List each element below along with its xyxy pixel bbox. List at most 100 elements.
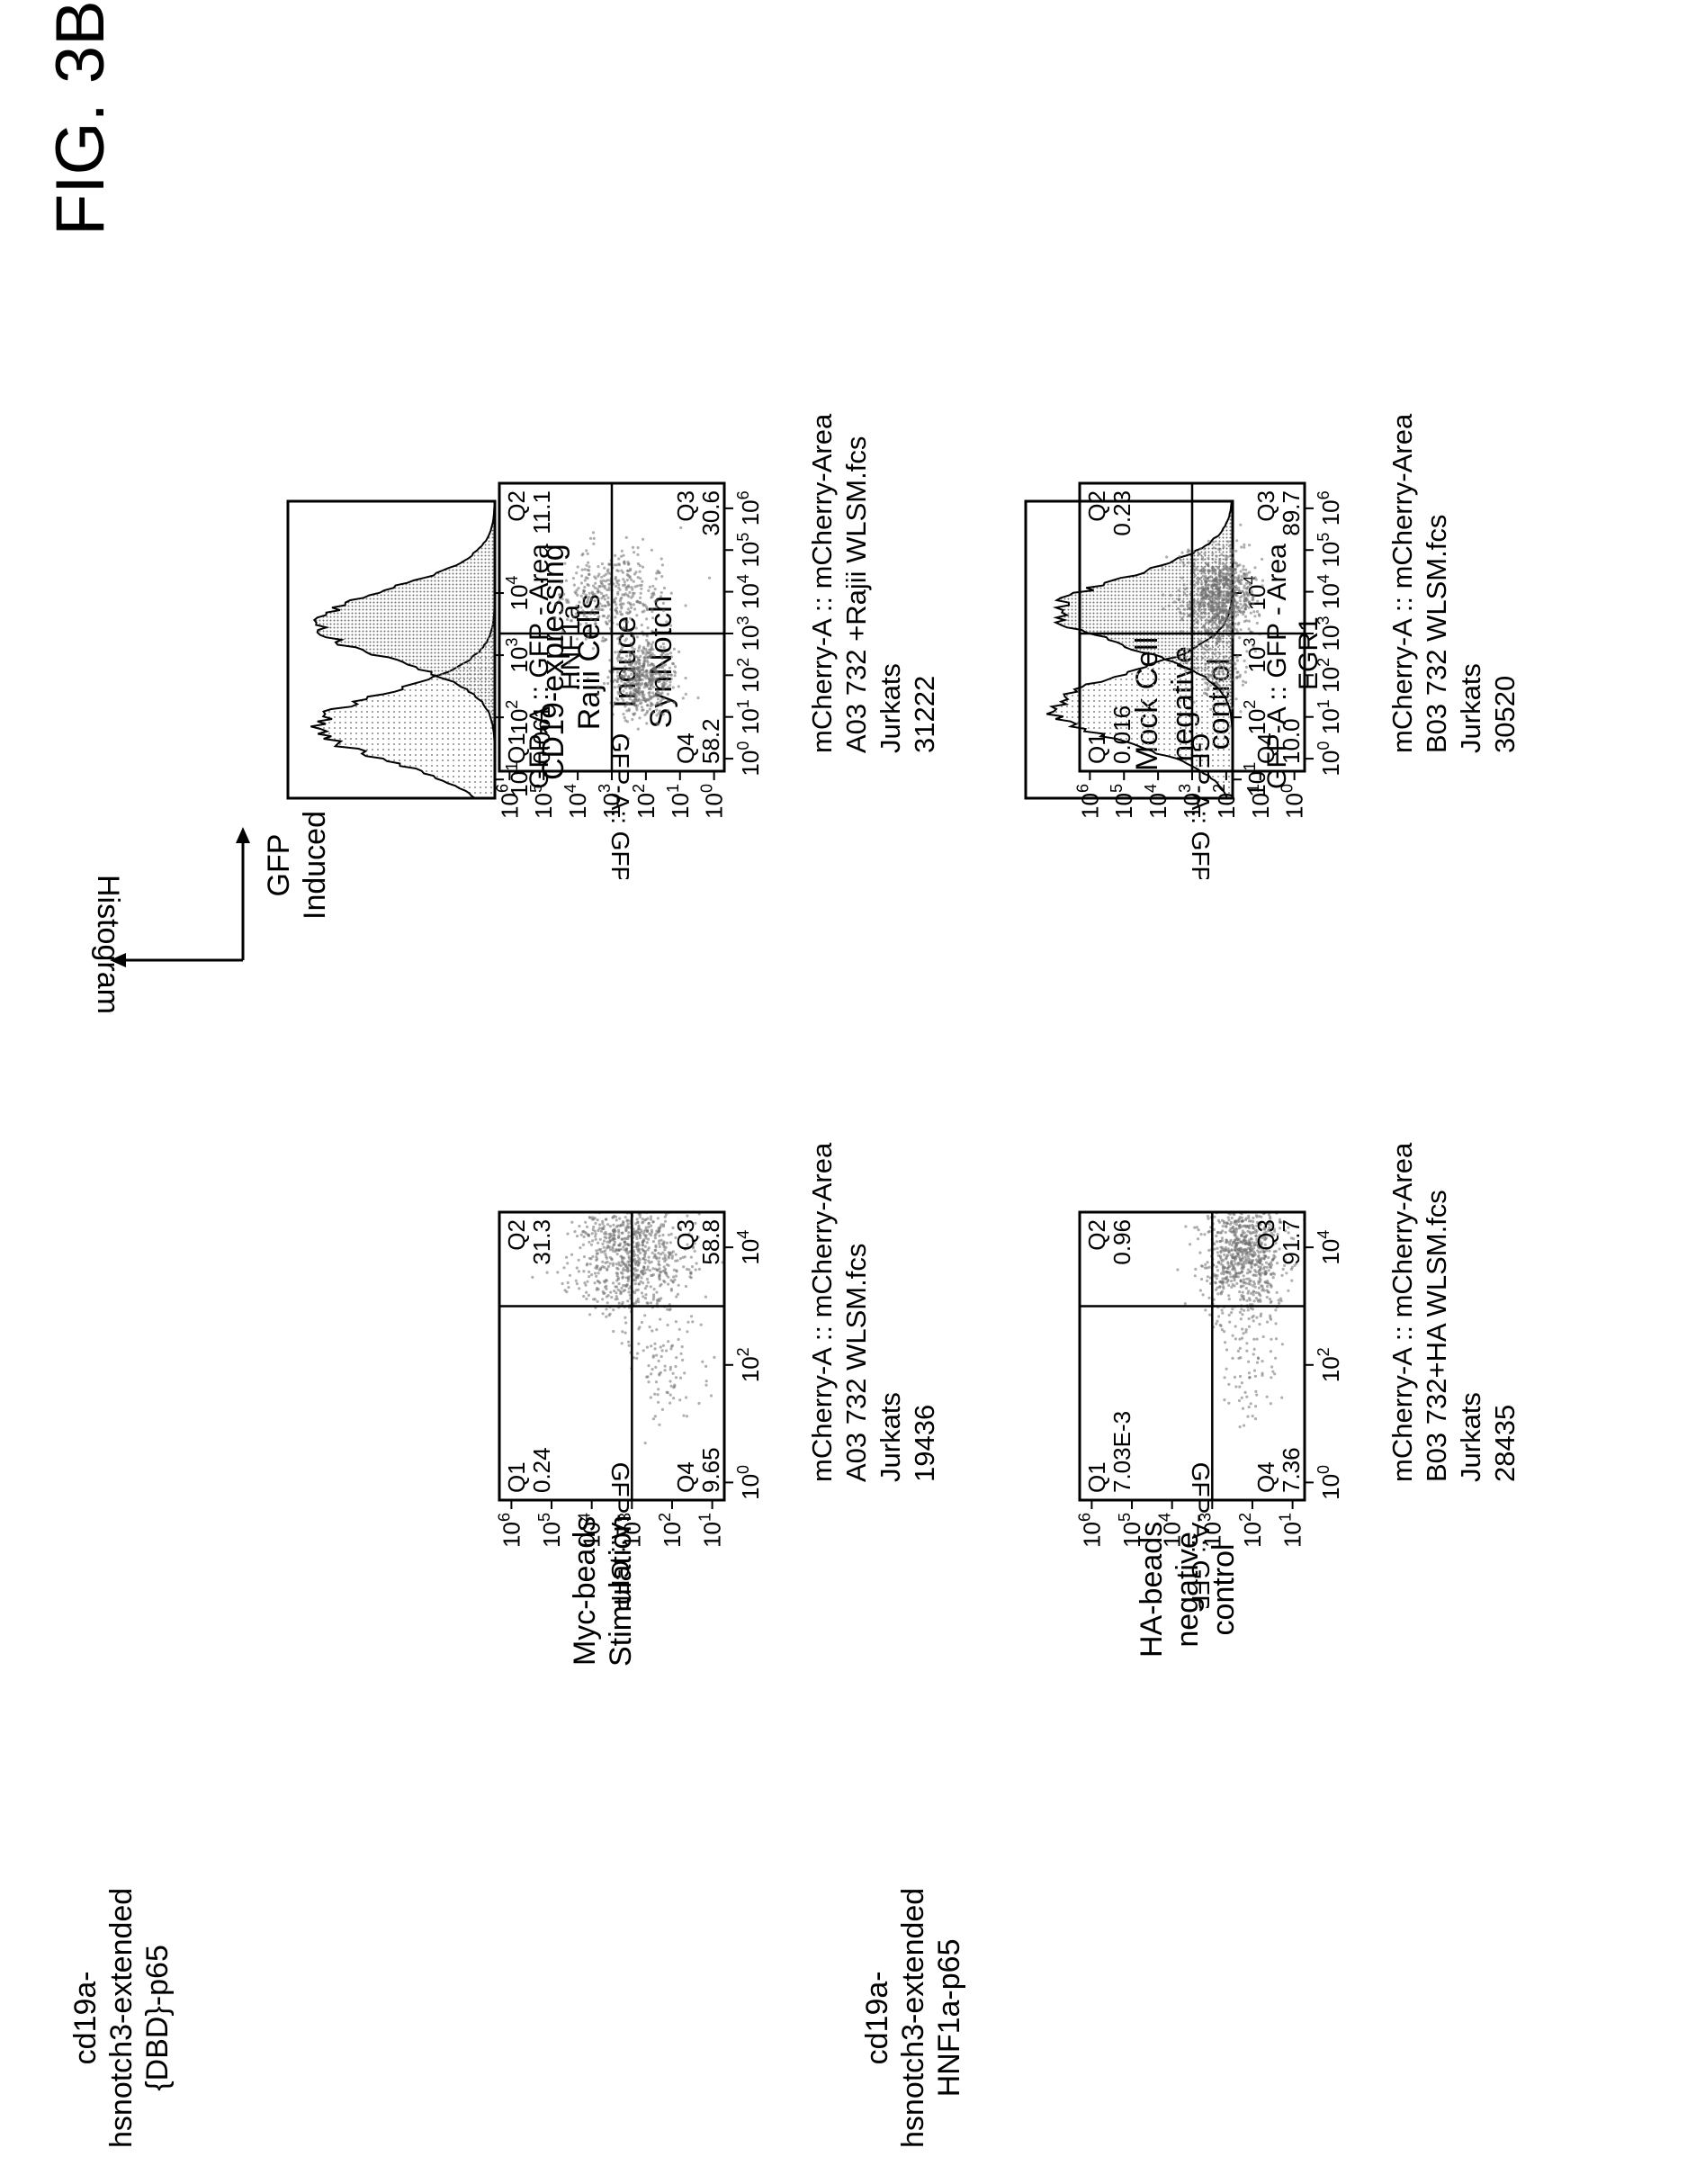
event-dot — [608, 1225, 612, 1228]
event-dot — [1241, 683, 1244, 687]
event-dot — [1193, 1226, 1197, 1229]
y-tick-label: 105 — [535, 1513, 565, 1548]
event-dot — [637, 659, 641, 663]
event-dot — [627, 1275, 631, 1279]
event-dot — [1204, 1263, 1207, 1266]
event-dot — [605, 593, 608, 598]
event-dot — [665, 1349, 669, 1353]
event-dot — [1261, 579, 1265, 582]
y-tick-label: 106 — [1073, 784, 1103, 819]
event-dot — [1205, 593, 1208, 597]
event-dot — [669, 591, 673, 595]
event-dot — [643, 1218, 647, 1222]
event-dot — [649, 648, 652, 652]
quadrant-id: Q1 — [503, 1461, 530, 1493]
event-dot — [1281, 1267, 1285, 1271]
event-dot — [651, 641, 655, 644]
event-dot — [575, 604, 579, 607]
event-dot — [612, 1231, 615, 1235]
event-dot — [663, 672, 667, 676]
event-dot — [597, 1228, 600, 1233]
event-dot — [1198, 553, 1201, 556]
event-dot — [622, 1263, 625, 1266]
event-dot — [690, 1265, 695, 1269]
event-dot — [573, 590, 577, 594]
row-label-hnf1a: cd19a- hsnotch3-extended HNF1a-p65 — [859, 1888, 967, 2148]
event-dot — [626, 629, 630, 633]
event-dot — [1261, 557, 1264, 561]
event-dot — [1198, 638, 1201, 642]
event-dot — [593, 592, 597, 596]
event-dot — [1222, 594, 1225, 598]
event-dot — [671, 1281, 675, 1284]
event-dot — [641, 1247, 644, 1251]
event-dot — [584, 593, 588, 597]
event-dot — [615, 1266, 619, 1270]
event-dot — [1239, 1226, 1243, 1229]
event-dot — [686, 1320, 690, 1324]
event-dot — [1208, 684, 1213, 688]
event-dot — [615, 674, 620, 678]
event-dot — [624, 687, 628, 690]
event-dot — [1194, 568, 1198, 571]
scatter-file: B03 732 WLSM.fcs — [1421, 514, 1452, 753]
event-dot — [650, 1224, 653, 1227]
event-dot — [1257, 1280, 1261, 1283]
event-dot — [1225, 572, 1230, 576]
event-dot — [655, 604, 659, 608]
event-dot — [614, 651, 617, 654]
event-dot — [577, 587, 580, 590]
event-dot — [620, 549, 624, 553]
event-dot — [545, 1271, 549, 1274]
event-dot — [1246, 1259, 1250, 1263]
event-dot — [553, 616, 557, 620]
event-dot — [1233, 627, 1236, 631]
event-dot — [1246, 1254, 1250, 1257]
event-dot — [639, 591, 642, 595]
event-dot — [562, 592, 566, 596]
event-dot — [1193, 667, 1197, 670]
event-dot — [673, 674, 677, 678]
y-axis-label: GFP-A:: GFP - Area — [606, 733, 634, 879]
event-dot — [1242, 564, 1245, 568]
event-dot — [1247, 1214, 1251, 1218]
event-dot — [1239, 582, 1243, 586]
event-dot — [638, 670, 642, 674]
event-dot — [1230, 567, 1234, 571]
event-dot — [663, 1364, 667, 1368]
event-dot — [634, 1273, 638, 1277]
event-dot — [1258, 1261, 1261, 1264]
quadrant-value: 9.65 — [697, 1447, 724, 1493]
scatter-panel-ha: 100 102 104 101 102 103 104 105 106 GFP-A:: GFP -… — [1071, 1143, 1575, 1686]
event-dot — [633, 572, 637, 576]
event-dot — [675, 1269, 678, 1272]
event-dot — [623, 682, 626, 686]
quadrant-value: 89.7 — [1278, 490, 1305, 536]
event-dot — [669, 1344, 673, 1348]
event-dot — [638, 678, 642, 682]
event-dot — [1236, 1349, 1240, 1353]
event-dot — [1206, 1279, 1209, 1282]
event-dot — [1225, 1256, 1228, 1260]
event-dot — [1195, 577, 1199, 580]
event-dot — [1204, 589, 1207, 592]
event-dot — [663, 1248, 667, 1252]
event-dot — [1283, 1258, 1288, 1262]
event-dot — [604, 1253, 607, 1256]
event-dot — [1224, 1230, 1227, 1235]
event-dot — [645, 638, 649, 643]
event-dot — [671, 1250, 675, 1254]
event-dot — [593, 1298, 597, 1301]
event-dot — [657, 1252, 660, 1255]
event-dot — [1201, 587, 1205, 590]
event-dot — [548, 1254, 552, 1257]
event-dot — [1247, 619, 1251, 623]
scatter-meta: mCherry-A :: mCherry-Area B03 732+HA WLS… — [1386, 1143, 1522, 1482]
event-dot — [1262, 1227, 1266, 1231]
event-dot — [1234, 1249, 1237, 1253]
event-dot — [666, 652, 669, 656]
event-dot — [1252, 602, 1255, 606]
event-dot — [1243, 1281, 1246, 1284]
event-dot — [669, 680, 672, 684]
event-dot — [623, 619, 626, 623]
